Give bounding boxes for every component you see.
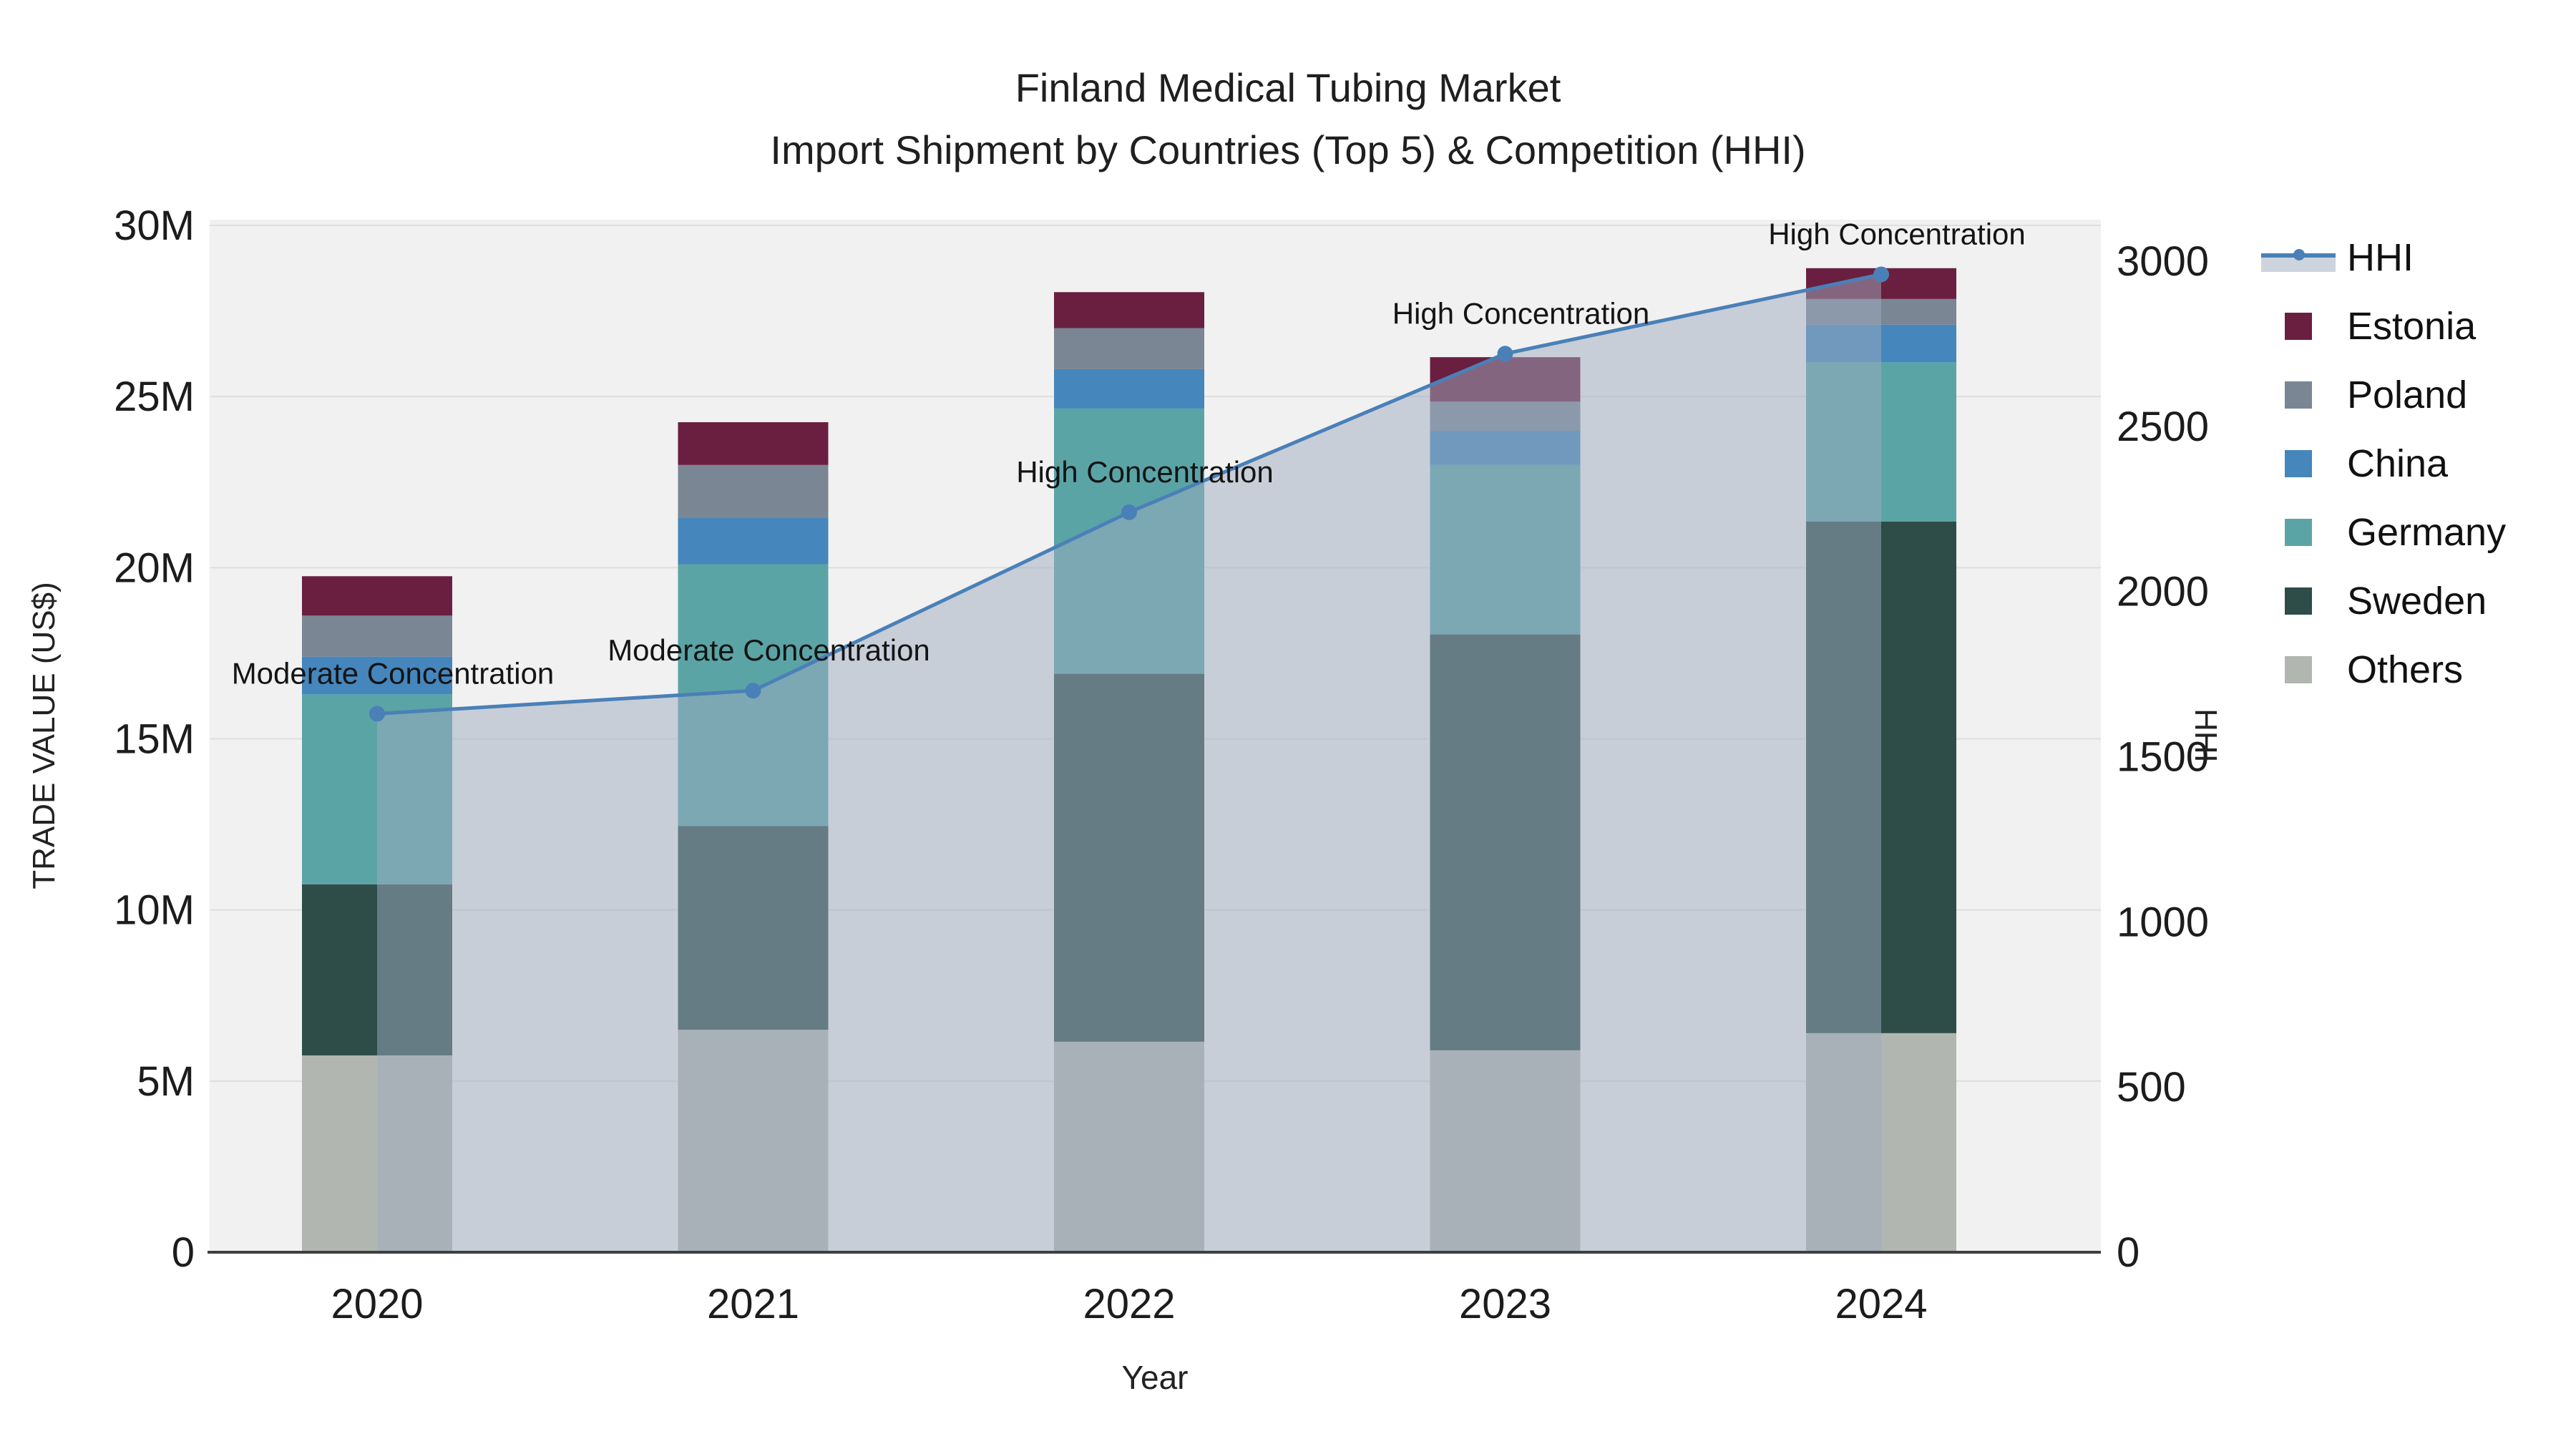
china-swatch-icon — [2261, 442, 2336, 485]
legend-item-sweden[interactable]: Sweden — [2261, 580, 2506, 623]
legend-label-hhi: HHI — [2347, 236, 2414, 279]
y-right-tick-1500: 1500 — [2117, 734, 2209, 781]
x-tick-2022: 2022 — [1083, 1281, 1175, 1327]
hhi-line-swatch-icon — [2261, 236, 2336, 279]
bar-2022-poland[interactable] — [1054, 328, 1204, 369]
hhi-marker-2021[interactable] — [745, 683, 761, 699]
y-right-tick-2000: 2000 — [2117, 569, 2209, 615]
hhi-marker-2024[interactable] — [1873, 266, 1889, 283]
y-right-tick-1000: 1000 — [2117, 899, 2209, 945]
y-right-tick-3000: 3000 — [2117, 238, 2209, 285]
y-right-tick-0: 0 — [2117, 1229, 2140, 1276]
y-left-tick-15M: 15M — [114, 716, 195, 763]
legend-label-germany: Germany — [2347, 511, 2507, 554]
bar-2021-poland[interactable] — [678, 464, 829, 518]
bar-2020-poland[interactable] — [302, 615, 452, 657]
legend-label-poland: Poland — [2347, 374, 2468, 416]
hhi-marker-2020[interactable] — [369, 706, 385, 722]
legend-item-china[interactable]: China — [2261, 442, 2506, 485]
y-right-axis-title: HHI — [2188, 708, 2223, 763]
x-tick-2021: 2021 — [707, 1281, 799, 1327]
chart-title-line1: Finland Medical Tubing Market — [1015, 65, 1561, 110]
legend-label-others: Others — [2347, 648, 2464, 691]
legend: HHI Estonia Poland China Germany Sweden Others — [2261, 236, 2506, 691]
y-left-tick-30M: 30M — [114, 203, 195, 249]
y-right-tick-500: 500 — [2117, 1064, 2186, 1111]
sweden-swatch-icon — [2261, 580, 2336, 623]
poland-swatch-icon — [2261, 374, 2336, 416]
others-swatch-icon — [2261, 648, 2336, 691]
y-left-axis-title: TRADE VALUE (US$) — [26, 582, 62, 889]
annotation-2022: High Concentration — [1016, 455, 1274, 489]
annotation-2024: High Concentration — [1768, 217, 2026, 250]
bar-2020-china[interactable] — [302, 656, 452, 695]
bar-2022-estonia[interactable] — [1054, 292, 1204, 328]
hhi-marker-2023[interactable] — [1497, 346, 1513, 362]
bar-2022-china[interactable] — [1054, 369, 1204, 409]
chart-title-line2: Import Shipment by Countries (Top 5) & C… — [770, 127, 1806, 172]
legend-label-china: China — [2347, 442, 2449, 485]
legend-item-germany[interactable]: Germany — [2261, 511, 2506, 554]
y-left-tick-5M: 5M — [137, 1058, 195, 1105]
bar-2021-china[interactable] — [678, 517, 829, 565]
hhi-area-fill — [377, 274, 1881, 1252]
bar-2020-estonia[interactable] — [302, 576, 452, 616]
y-left-tick-10M: 10M — [114, 887, 195, 934]
estonia-swatch-icon — [2261, 305, 2336, 348]
hhi-marker-2022[interactable] — [1121, 504, 1137, 520]
legend-item-hhi[interactable]: HHI — [2261, 236, 2506, 279]
y-left-tick-25M: 25M — [114, 374, 195, 420]
y-right-tick-2500: 2500 — [2117, 404, 2209, 450]
x-axis-title: Year — [1121, 1359, 1189, 1396]
legend-label-sweden: Sweden — [2347, 580, 2487, 623]
legend-item-others[interactable]: Others — [2261, 648, 2506, 691]
x-tick-2024: 2024 — [1835, 1281, 1927, 1327]
germany-swatch-icon — [2261, 511, 2336, 554]
chart-title: Finland Medical Tubing Market Import Shi… — [770, 57, 1805, 182]
y-left-tick-20M: 20M — [114, 545, 195, 591]
annotation-2021: Moderate Concentration — [608, 633, 930, 667]
legend-item-estonia[interactable]: Estonia — [2261, 305, 2506, 348]
x-tick-2023: 2023 — [1459, 1281, 1551, 1327]
annotation-2020: Moderate Concentration — [232, 656, 555, 690]
annotation-2023: High Concentration — [1392, 296, 1650, 330]
x-tick-2020: 2020 — [331, 1281, 423, 1327]
y-left-tick-0: 0 — [172, 1229, 195, 1276]
bar-2021-estonia[interactable] — [678, 422, 829, 465]
legend-label-estonia: Estonia — [2347, 305, 2477, 348]
legend-item-poland[interactable]: Poland — [2261, 374, 2506, 416]
